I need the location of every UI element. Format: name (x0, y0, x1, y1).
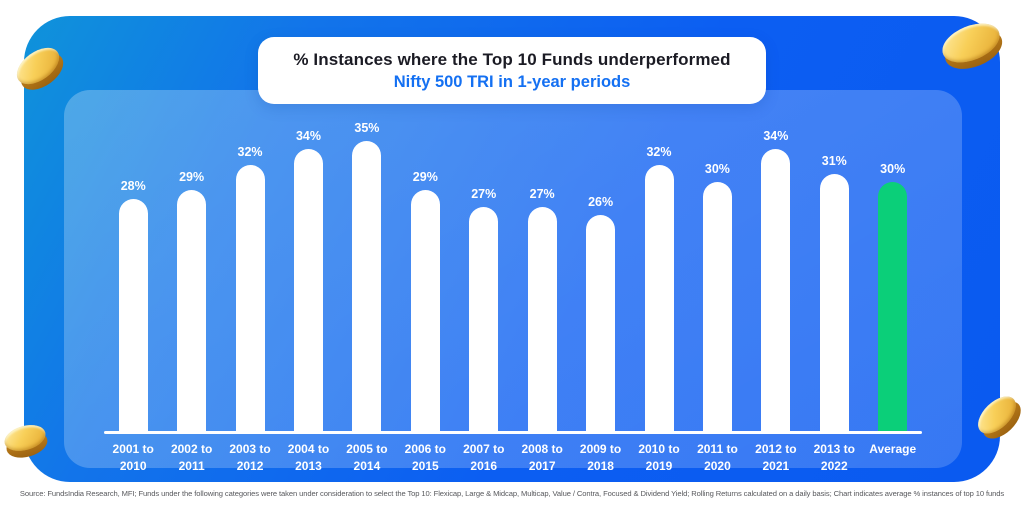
bar-column: 34% (279, 129, 337, 431)
axis-category-label: 2004 to 2013 (287, 442, 330, 474)
axis-labels-row: 2001 to 2010 2002 to 2011 2003 to 2012 2004 to… (104, 441, 922, 476)
bar-column: 30% (688, 162, 746, 431)
bar-value-label: 29% (412, 170, 438, 185)
bar-chart: 28% 29% 32% 34% 35% 29% 27% 27% 26% 32% 30% 34% 31% 3… (104, 112, 922, 476)
axis-category-label: 2007 to 2016 (463, 442, 505, 474)
bar (702, 182, 732, 431)
bar-column: 27% (455, 187, 513, 431)
bar-value-label: 34% (763, 128, 789, 143)
axis-baseline (104, 431, 922, 434)
bar-value-label: 35% (354, 120, 380, 135)
gold-coin-icon (2, 421, 49, 456)
average-bar (878, 182, 908, 431)
bar-column: 32% (630, 145, 688, 431)
axis-category-label: 2003 to 2012 (229, 442, 271, 474)
bar-value-label: 26% (588, 195, 614, 210)
bar-value-label: 28% (120, 178, 146, 193)
bar-value-label: 32% (237, 145, 263, 160)
source-note: Source: FundsIndia Research, MFI; Funds … (19, 489, 1005, 498)
bar (761, 148, 791, 431)
bar-column: 35% (338, 120, 396, 431)
bar (352, 140, 382, 431)
bar-value-label: 27% (471, 186, 497, 201)
axis-category-label: 2012 to 2021 (755, 442, 797, 474)
bar-column: 28% (104, 179, 162, 431)
bar (469, 206, 499, 431)
bar (293, 148, 323, 431)
axis-category-label: 2006 to 2015 (404, 442, 446, 474)
page-title: % Instances where the Top 10 Funds under… (293, 49, 731, 69)
bar-column: 27% (513, 187, 571, 431)
axis-category-label: 2001 to 2010 (112, 442, 154, 474)
axis-category-label: 2009 to 2018 (579, 442, 622, 474)
bar (644, 165, 674, 431)
axis-category-label: 2011 to 2020 (697, 442, 738, 474)
axis-category-label: 2005 to 2014 (346, 442, 388, 474)
bar (177, 190, 207, 431)
bar-column: 34% (747, 129, 805, 431)
bar-value-label: 34% (295, 128, 321, 143)
chart-panel (64, 90, 962, 468)
bar-value-label: 31% (821, 153, 847, 168)
bar-column: 32% (221, 145, 279, 431)
bar-value-label: 29% (179, 170, 205, 185)
title-box: % Instances where the Top 10 Funds under… (258, 37, 766, 104)
axis-category-label: 2002 to 2011 (170, 442, 213, 474)
bar-column: 29% (396, 170, 454, 431)
axis-category-label: 2008 to 2017 (521, 442, 563, 474)
bar-value-label: 27% (529, 186, 555, 201)
axis-category-label: 2013 to 2022 (813, 442, 855, 474)
bar (235, 165, 265, 431)
bar (819, 173, 849, 431)
bar-value-label: 30% (880, 162, 906, 176)
bar (410, 190, 440, 431)
bar-value-label: 30% (704, 162, 730, 176)
bar (527, 206, 557, 431)
bar-column: 29% (162, 170, 220, 431)
bar (118, 198, 148, 431)
axis-category-label: Average (869, 442, 917, 456)
bar-column: 31% (805, 154, 863, 431)
bars-row: 28% 29% 32% 34% 35% 29% 27% 27% 26% 32% 30% 34% 31% 3… (104, 112, 922, 431)
bar (586, 215, 616, 431)
bar-column: 30% (863, 162, 921, 431)
bar-value-label: 32% (646, 145, 672, 160)
page-subtitle: Nifty 500 TRI in 1-year periods (393, 72, 631, 91)
axis-category-label: 2010 to 2019 (638, 442, 680, 474)
bar-column: 26% (571, 195, 629, 431)
